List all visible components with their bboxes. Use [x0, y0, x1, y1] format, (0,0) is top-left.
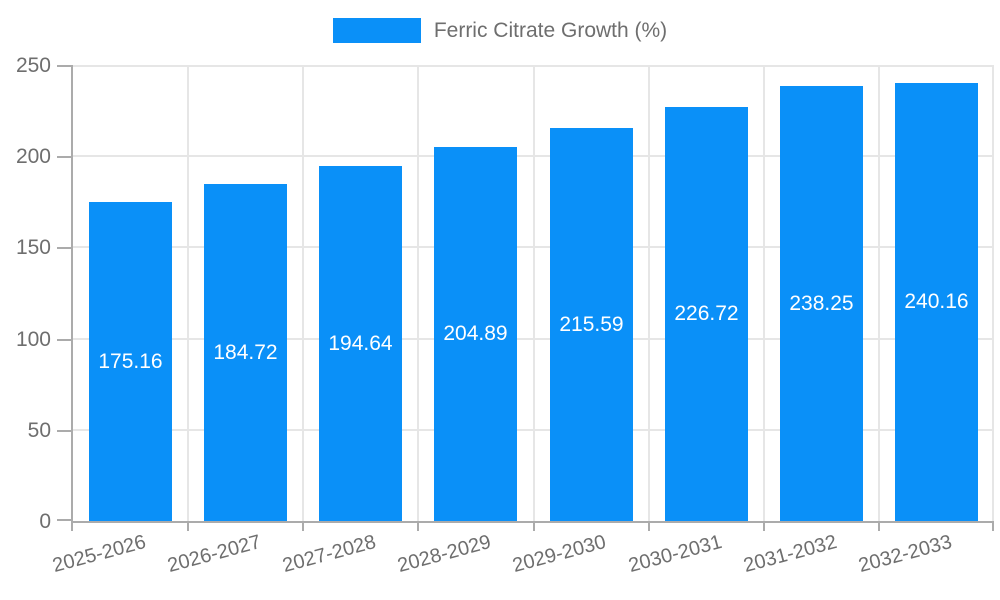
x-axis-tick-label: 2030-2031: [625, 531, 724, 578]
bar[interactable]: 238.25: [780, 86, 863, 521]
bar[interactable]: 204.89: [434, 147, 517, 521]
bar-value-label: 175.16: [98, 349, 163, 373]
y-axis-tick: [57, 65, 71, 67]
y-axis-tick: [57, 429, 71, 432]
y-axis-tick: [57, 247, 71, 250]
bar-value-label: 226.72: [674, 302, 739, 325]
bar[interactable]: 240.16: [895, 83, 978, 521]
x-axis-tick-label: 2031-2032: [740, 531, 840, 578]
bar-value-label: 184.72: [213, 340, 278, 364]
x-axis-tick-label: 2032-2033: [856, 531, 955, 578]
y-axis-tick-label: 250: [15, 54, 51, 77]
bar-value-label: 240.16: [904, 290, 969, 313]
x-axis-tick-label: 2029-2030: [510, 531, 609, 578]
y-axis-tick-label: 50: [27, 418, 51, 442]
x-gridline: [877, 65, 880, 521]
y-axis-tick-label: 150: [15, 236, 51, 260]
bar[interactable]: 184.72: [204, 184, 287, 521]
y-axis-tick: [57, 519, 71, 521]
y-axis-tick-label: 200: [15, 145, 51, 169]
x-gridline: [302, 65, 305, 521]
x-axis-tick: [71, 523, 73, 531]
x-axis-tick: [877, 523, 880, 531]
bar[interactable]: 194.64: [319, 166, 402, 521]
x-gridline: [647, 65, 650, 521]
x-axis-tick: [417, 523, 420, 531]
bar[interactable]: 215.59: [550, 128, 633, 521]
plot-area: 175.16 184.72 194.64 204.89 215.59 226.72 238.…: [57, 65, 994, 531]
y-axis-tick-label: 0: [39, 510, 51, 533]
legend-swatch-icon: [332, 18, 421, 43]
x-axis-tick: [302, 523, 305, 531]
x-gridline: [992, 65, 994, 521]
bar[interactable]: 226.72: [665, 107, 748, 521]
x-axis-tick-label: 2025-2026: [50, 531, 149, 578]
legend-item[interactable]: Ferric Citrate Growth (%): [0, 18, 1000, 43]
bar-value-label: 194.64: [328, 331, 393, 355]
x-axis-tick: [762, 523, 765, 531]
bar[interactable]: 175.16: [89, 202, 172, 521]
x-axis-tick-label: 2026-2027: [165, 531, 264, 578]
bar-value-label: 215.59: [559, 312, 624, 336]
x-gridline: [417, 65, 420, 521]
bar-value-label: 238.25: [789, 291, 854, 315]
x-gridline: [532, 65, 535, 521]
x-axis-tick-label: 2027-2028: [280, 531, 379, 578]
x-axis-tick: [992, 523, 994, 531]
x-axis-tick: [187, 523, 190, 531]
x-gridline: [762, 65, 765, 521]
x-axis-tick-label: 2028-2029: [395, 531, 494, 578]
x-axis-tick: [532, 523, 535, 531]
bar-value-label: 204.89: [443, 322, 508, 345]
y-axis-tick: [57, 338, 71, 341]
y-axis-tick-label: 100: [15, 327, 51, 351]
legend-label: Ferric Citrate Growth (%): [433, 18, 668, 42]
x-gridline: [187, 65, 190, 521]
x-axis-tick: [647, 523, 650, 531]
y-axis-tick: [57, 156, 71, 159]
